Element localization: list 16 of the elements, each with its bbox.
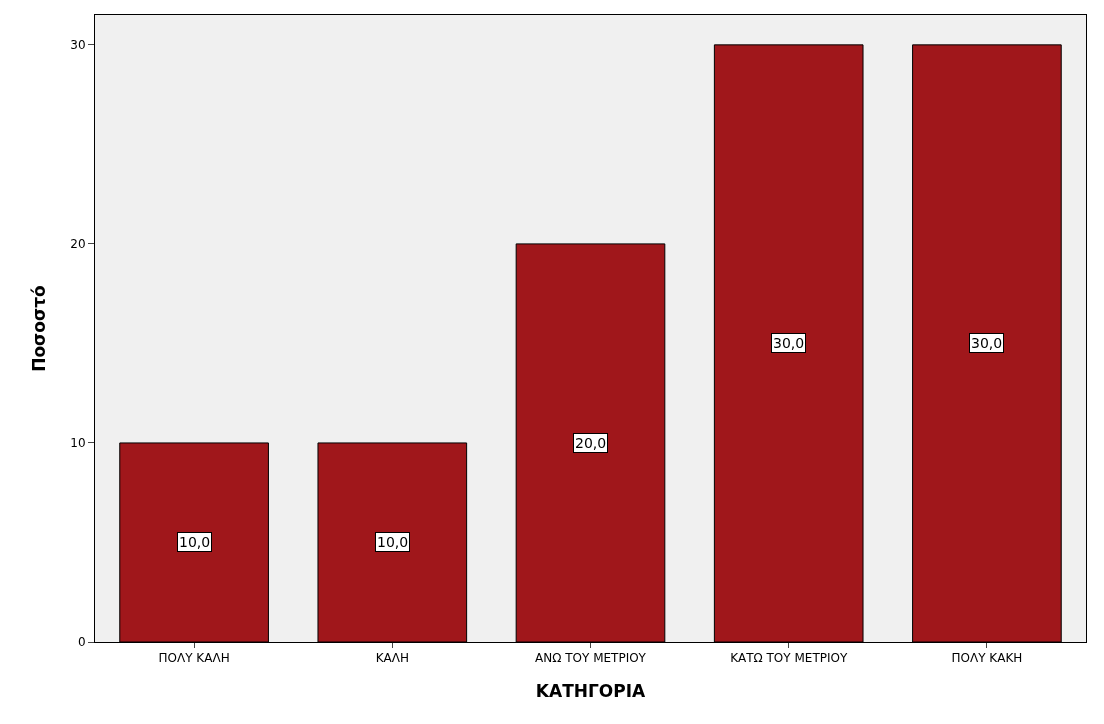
- y-tick-label: 30: [70, 38, 86, 53]
- x-tick-label: ΚΑΛΗ: [375, 651, 409, 666]
- x-tick-label: ΠΟΛΥ ΚΑΚΗ: [951, 651, 1023, 666]
- y-tick-label: 0: [77, 635, 86, 650]
- data-label: 30,0: [971, 335, 1003, 351]
- data-label: 20,0: [575, 435, 607, 451]
- x-tick-label: ΚΑΤΩ ΤΟΥ ΜΕΤΡΙΟΥ: [730, 651, 848, 666]
- x-axis-title: ΚΑΤΗΓΟΡΙΑ: [535, 680, 647, 701]
- x-tick-label: ΑΝΩ ΤΟΥ ΜΕΤΡΙΟΥ: [535, 651, 647, 666]
- x-tick-label: ΠΟΛΥ ΚΑΛΗ: [158, 651, 230, 666]
- data-label: 30,0: [773, 335, 805, 351]
- y-tick-label: 20: [70, 237, 86, 252]
- data-label: 10,0: [377, 534, 409, 550]
- y-axis-title: Ποσοστό: [28, 285, 49, 372]
- data-label: 10,0: [179, 534, 211, 550]
- y-tick-label: 10: [70, 436, 86, 451]
